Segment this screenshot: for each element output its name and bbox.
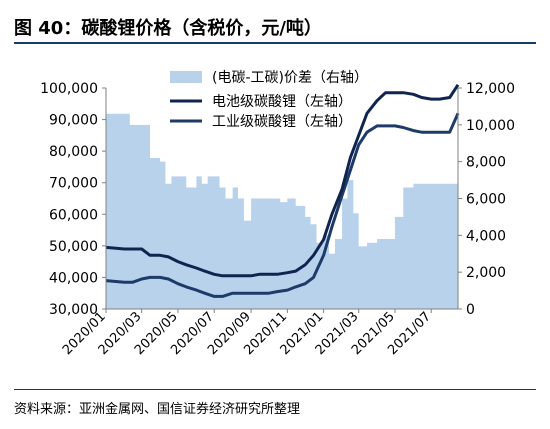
battery-line — [105, 83, 460, 278]
chart: 30,000 40,000 50,000 60,000 70,000 80,000 90,0… — [40, 70, 515, 358]
y-right-tick-label: 10,000 — [466, 118, 515, 134]
y-left-tick-label: 60,000 — [49, 207, 98, 223]
figure-title: 图 40：碳酸锂价格（含税价，元/吨） — [14, 18, 322, 39]
y-left-tick-label: 40,000 — [49, 270, 98, 286]
y-right-tick-label: 6,000 — [466, 192, 506, 208]
legend-label-spread: (电碳-工碳)价差（右轴） — [212, 70, 368, 86]
spread-area — [106, 113, 458, 310]
source-divider — [14, 389, 536, 390]
y-left-tick-label: 90,000 — [49, 113, 98, 129]
y-right-tick-label: 8,000 — [466, 155, 506, 171]
y-left-tick-label: 50,000 — [49, 239, 98, 255]
y-right-tick-label: 0 — [466, 302, 475, 318]
y-left-tick-label: 30,000 — [49, 302, 98, 318]
y-right-tick-label: 2,000 — [466, 265, 506, 281]
y-left-tick-label: 100,000 — [40, 81, 98, 97]
y-right-tick-label: 12,000 — [466, 81, 515, 97]
legend-label-industrial: 工业级碳酸锂（左轴） — [212, 114, 352, 130]
legend-swatch-spread — [170, 71, 202, 83]
source-note: 资料来源：亚洲金属网、国信证券经济研究所整理 — [14, 402, 301, 417]
y-left-tick-label: 80,000 — [49, 144, 98, 160]
legend-label-battery: 电池级碳酸锂（左轴） — [212, 94, 352, 110]
y-left-tick-label: 70,000 — [49, 176, 98, 192]
figure-header: 图 40：碳酸锂价格（含税价，元/吨） — [14, 8, 536, 44]
title-divider — [14, 42, 536, 44]
y-right-tick-label: 4,000 — [466, 228, 506, 244]
industrial-line — [105, 112, 460, 298]
